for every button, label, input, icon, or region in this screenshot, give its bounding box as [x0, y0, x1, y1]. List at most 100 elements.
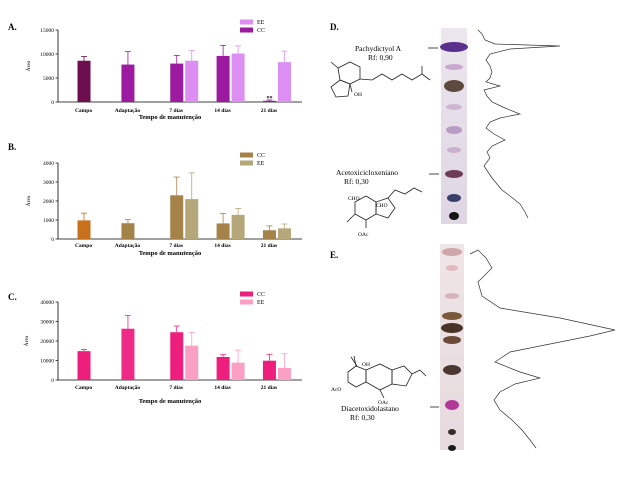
x-category-label: Adaptação [115, 108, 141, 114]
bar-cc [170, 332, 184, 380]
bar-cc [216, 356, 230, 380]
bar-ee [185, 345, 199, 380]
x-axis-label: Tempo de manutenção [139, 250, 202, 257]
y-tick-label: 0 [51, 237, 54, 243]
bar-cc [77, 220, 91, 239]
tlc-spot [442, 248, 462, 256]
bar-cc [262, 360, 276, 380]
x-axis-label: Tempo de manutenção [139, 398, 202, 405]
oac-label: OAc [358, 232, 369, 238]
tlc-origin-spot [448, 445, 456, 451]
tlc-spot [448, 429, 456, 435]
panel-letter-c: C. [8, 292, 17, 302]
x-category-label: 21 dias [261, 385, 277, 391]
tlc-spot [447, 147, 461, 153]
x-category-label: 21 dias [261, 243, 277, 249]
tlc-panel-d: Pachydictyol A Rf: 0,90 OH Acetoxiciclox… [330, 28, 561, 238]
structure-pachydictyol-a [330, 61, 431, 98]
bar-cc [121, 328, 135, 380]
x-category-label: 14 dias [214, 108, 230, 114]
legend-swatch-cc [240, 27, 253, 33]
y-tick-label: 1000 [43, 218, 54, 224]
panel-letter-d: D. [330, 22, 339, 32]
bar-cc [216, 55, 230, 102]
tlc-spot [442, 312, 462, 320]
oac-label-e: OAc [378, 400, 389, 406]
legend-label-cc: CC [257, 28, 265, 34]
tlc-spot [446, 126, 462, 134]
tlc-panel-e: Diacetoxidolastano Rf: 0,30 OH AcO OAc [331, 244, 616, 451]
legend-swatch-cc [240, 152, 253, 158]
legend-label-ee: EE [257, 300, 265, 306]
tlc-spot [443, 336, 461, 344]
bar-ee [185, 199, 199, 239]
x-category-label: 14 dias [214, 385, 230, 391]
bar-cc [121, 64, 135, 102]
bar-ee [185, 60, 199, 102]
chart-c: 0 10000 20000 30000 40000 Área Campo Adaptação 7… [22, 291, 302, 405]
legend-swatch-ee [240, 299, 253, 305]
tlc-spot-pachydictyol [440, 42, 468, 52]
x-category-label: Campo [75, 243, 92, 249]
y-tick-label: 2000 [43, 199, 54, 205]
y-tick-label: 3000 [43, 180, 54, 186]
legend-swatch-cc [240, 291, 253, 297]
rf-value-acetoxicicloxeniano: Rf: 0,30 [344, 177, 369, 186]
rf-value-pachydictyol: Rf: 0,90 [368, 53, 393, 62]
oh-label-e: OH [362, 362, 370, 368]
densitogram-e [469, 249, 616, 449]
x-category-label: Campo [75, 385, 92, 391]
y-tick-label: 5000 [43, 76, 54, 82]
bar-cc [216, 223, 230, 239]
tlc-spot-acetoxicicloxeniano [445, 170, 463, 178]
bar-ee [231, 53, 245, 102]
x-category-label: 7 dias [169, 385, 183, 391]
compound-label-diacetoxidolastano: Diacetoxidolastano [341, 404, 399, 413]
cho-label-2: CHO [376, 203, 388, 209]
tlc-spot-diacetoxidolastano [445, 400, 459, 410]
y-tick-label: 0 [51, 100, 54, 106]
y-tick-label: 10000 [40, 359, 54, 365]
tlc-spot [445, 64, 463, 70]
bar-cc [121, 223, 135, 239]
bar-ee [277, 228, 291, 239]
tlc-spot [446, 265, 458, 271]
y-axis-label: Área [22, 335, 30, 346]
tlc-spot [445, 293, 459, 299]
legend-swatch-ee [240, 160, 253, 166]
x-category-label: 7 dias [169, 243, 183, 249]
x-category-label: 14 dias [214, 243, 230, 249]
tlc-origin-spot [449, 212, 459, 220]
panel-letter-e: E. [330, 250, 338, 260]
y-tick-label: 4000 [43, 161, 54, 167]
panel-letter-a: A. [8, 22, 17, 32]
tlc-spot [446, 104, 462, 110]
cho-label-1: CHO [348, 196, 360, 202]
x-axis-label: Tempo de manutenção [139, 114, 202, 121]
bar-ee [277, 367, 291, 380]
oh-label: OH [354, 92, 362, 98]
bar-cc [262, 100, 276, 102]
y-tick-label: 30000 [40, 320, 54, 326]
structure-diacetoxidolastano [347, 355, 427, 399]
bar-cc [262, 230, 276, 239]
legend-label-ee: EE [257, 20, 265, 26]
bar-cc [77, 60, 91, 102]
y-axis-label: Área [24, 195, 32, 206]
legend-label-ee: EE [257, 161, 265, 167]
y-tick-label: 10000 [40, 52, 54, 58]
significance-label: ** [266, 96, 272, 102]
tlc-lane-e [440, 244, 464, 450]
x-category-label: 21 dias [261, 108, 277, 114]
structure-acetoxicicloxeniano [346, 187, 423, 228]
chart-b: 0 1000 2000 3000 4000 Área Campo Adaptação 7 dia… [24, 152, 302, 257]
densitogram-d [477, 29, 561, 219]
tlc-spot [441, 323, 463, 333]
y-tick-label: 0 [51, 378, 54, 384]
bar-cc [170, 195, 184, 239]
x-category-label: Adaptação [115, 385, 141, 391]
compound-label-acetoxicicloxeniano: Acetoxicicloxeniano [336, 168, 398, 177]
x-category-label: Campo [75, 108, 92, 114]
legend-label-cc: CC [257, 153, 265, 159]
